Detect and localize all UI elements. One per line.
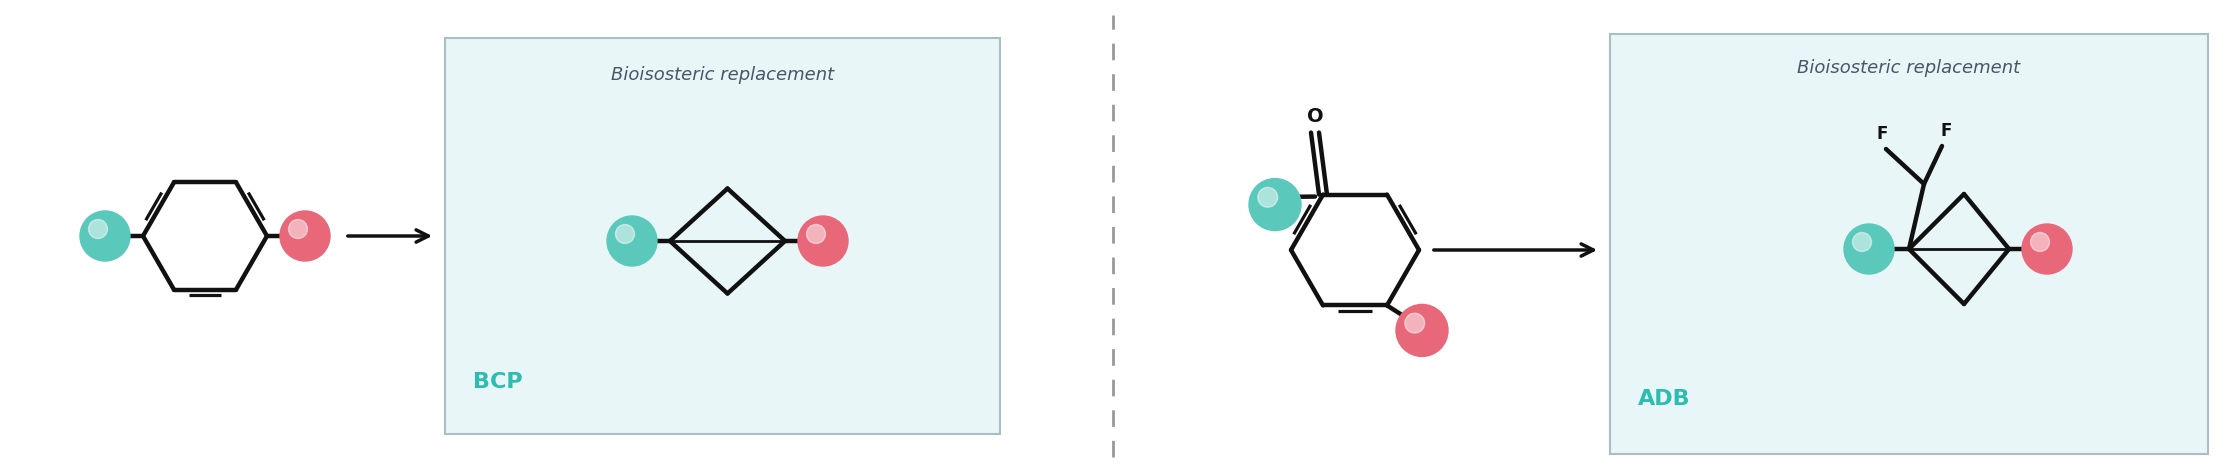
FancyBboxPatch shape [445, 38, 999, 434]
Circle shape [1396, 304, 1447, 356]
Circle shape [80, 211, 129, 261]
Circle shape [617, 225, 634, 244]
Circle shape [1258, 187, 1278, 207]
Circle shape [806, 225, 826, 244]
Circle shape [608, 216, 657, 266]
Circle shape [2021, 224, 2072, 274]
Text: Bioisosteric replacement: Bioisosteric replacement [1796, 59, 2021, 77]
Text: F: F [1941, 122, 1952, 140]
Text: ADB: ADB [1638, 389, 1690, 409]
Text: O: O [1307, 107, 1322, 126]
Circle shape [1843, 224, 1894, 274]
Circle shape [1249, 178, 1300, 231]
Circle shape [2030, 233, 2050, 252]
Circle shape [89, 219, 107, 238]
Text: F: F [1877, 125, 1888, 143]
Text: BCP: BCP [472, 372, 523, 392]
Circle shape [289, 219, 307, 238]
FancyBboxPatch shape [1609, 34, 2208, 454]
Circle shape [1405, 313, 1425, 333]
Circle shape [280, 211, 329, 261]
Circle shape [797, 216, 848, 266]
Circle shape [1852, 233, 1872, 252]
Text: Bioisosteric replacement: Bioisosteric replacement [610, 66, 835, 84]
